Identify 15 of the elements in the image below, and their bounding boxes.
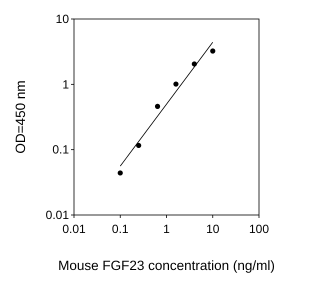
point <box>136 142 142 148</box>
x-tick-label: 10 <box>206 222 220 236</box>
x-tick-label: 1 <box>163 222 170 236</box>
point <box>118 170 123 176</box>
point <box>173 81 179 87</box>
y-axis-title: OD=450 nm <box>13 80 28 154</box>
x-tick-label: 0.1 <box>112 222 129 236</box>
point <box>154 104 160 109</box>
y-tick-label: 0.1 <box>52 142 70 157</box>
y-tick-label: 1 <box>62 77 70 92</box>
y-tick-label: 0.01 <box>46 208 70 222</box>
point <box>210 48 216 54</box>
x-axis-title: Mouse FGF23 concentration (ng/ml) <box>58 258 275 273</box>
x-tick-label: 100 <box>248 222 270 236</box>
y-tick-label: 10 <box>56 12 70 26</box>
